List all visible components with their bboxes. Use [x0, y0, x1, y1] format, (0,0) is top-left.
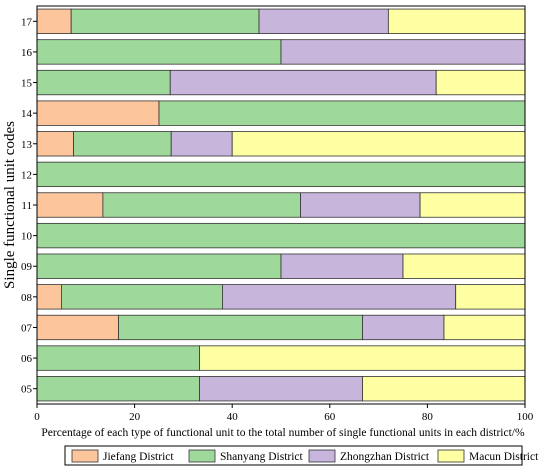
y-tick-label-06: 06: [21, 353, 33, 365]
x-axis-title: Percentage of each type of functional un…: [41, 427, 525, 439]
bar-13-series-0: [36, 131, 74, 157]
bar-06-series-1: [36, 345, 200, 371]
bar-09-series-2: [280, 253, 404, 279]
x-tick-label-20: 20: [129, 411, 141, 423]
bar-05-series-2: [199, 376, 363, 402]
bar-15-series-3: [435, 69, 526, 96]
bar-14-series-0: [36, 100, 160, 126]
bar-15-series-2: [169, 69, 437, 96]
y-tick-label-09: 09: [21, 261, 33, 273]
bar-11-series-1: [102, 192, 301, 218]
bar-13-series-2: [170, 131, 233, 157]
bar-07-series-1: [118, 314, 363, 341]
y-tick-label-11: 11: [21, 200, 32, 212]
legend-swatch-2: [308, 449, 336, 463]
axes-group: 17 16 15 14 13 12 11 10 09 08 07 06 05 0 20 40 60 80 100: [21, 5, 534, 423]
x-tick-label-0: 0: [34, 411, 40, 423]
y-tick-label-12: 12: [21, 169, 32, 181]
legend-box: [64, 445, 523, 466]
x-tick-label-40: 40: [227, 411, 239, 423]
legend-swatch-3: [437, 449, 465, 463]
legend-label-2: Zhongzhan District: [340, 451, 430, 463]
bar-05-series-1: [36, 376, 200, 402]
y-tick-label-14: 14: [21, 108, 33, 120]
bar-13-series-3: [231, 131, 526, 157]
bar-17-series-2: [258, 8, 389, 34]
bar-08-series-0: [36, 284, 62, 310]
bar-07-series-3: [443, 314, 526, 341]
bar-17-series-1: [70, 8, 260, 34]
bar-11-series-2: [300, 192, 421, 218]
bar-11-series-0: [36, 192, 104, 218]
bar-11-series-3: [419, 192, 526, 218]
y-tick-label-05: 05: [21, 384, 33, 396]
y-tick-label-10: 10: [21, 231, 33, 243]
bar-08-series-3: [455, 284, 526, 310]
y-tick-label-16: 16: [21, 47, 33, 59]
bar-09-series-3: [402, 253, 526, 279]
y-axis-title: Single functional unit codes: [2, 121, 18, 289]
bar-15-series-1: [36, 69, 171, 96]
bars-group: [36, 8, 526, 402]
bar-13-series-1: [73, 131, 172, 157]
y-tick-label-17: 17: [21, 16, 33, 28]
bar-08-series-1: [61, 284, 223, 310]
legend-swatch-1: [188, 449, 216, 463]
legend-label-0: Jiefang District: [103, 451, 174, 463]
y-tick-label-08: 08: [21, 292, 33, 304]
bar-16-series-1: [36, 39, 282, 65]
legend-swatch-0: [71, 449, 99, 463]
x-tick-label-60: 60: [324, 411, 336, 423]
y-tick-label-07: 07: [21, 322, 33, 334]
bar-09-series-1: [36, 253, 282, 279]
legend: Jiefang District Shanyang District Zhongzh…: [64, 445, 539, 466]
bar-05-series-3: [362, 376, 526, 402]
y-tick-label-13: 13: [21, 139, 33, 151]
x-tick-label-80: 80: [422, 411, 434, 423]
x-tick-label-100: 100: [517, 411, 534, 423]
legend-label-1: Shanyang District: [220, 451, 304, 463]
bar-06-series-3: [199, 345, 526, 371]
bar-17-series-3: [387, 8, 526, 34]
bar-07-series-0: [36, 314, 119, 341]
y-tick-label-15: 15: [21, 78, 33, 90]
bar-10-series-1: [36, 222, 526, 249]
bar-08-series-2: [222, 284, 457, 310]
bar-16-series-2: [280, 39, 526, 65]
bar-07-series-2: [362, 314, 445, 341]
bar-14-series-1: [158, 100, 526, 126]
bar-17-series-0: [36, 8, 72, 34]
legend-label-3: Macun District: [469, 451, 539, 463]
bar-12-series-1: [36, 161, 526, 188]
